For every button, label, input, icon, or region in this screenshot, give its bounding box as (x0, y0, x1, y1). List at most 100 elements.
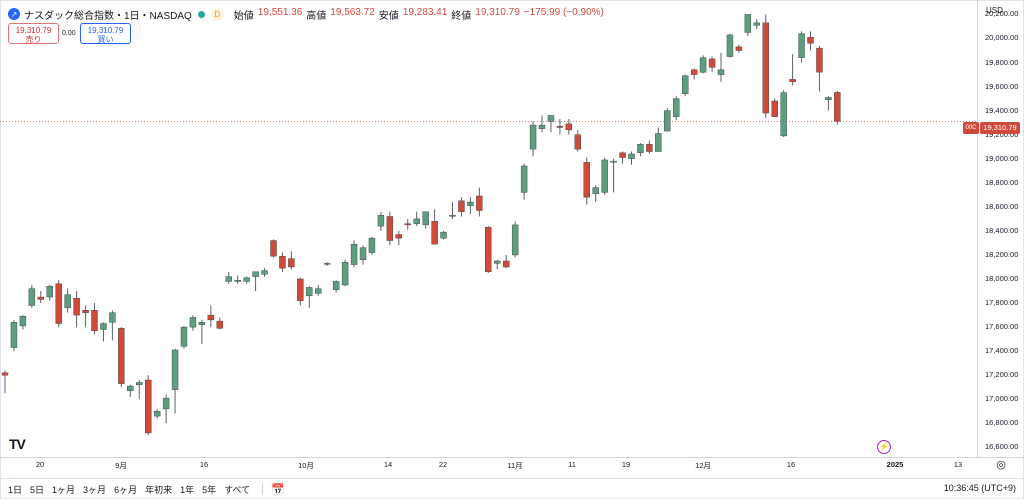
candle[interactable] (180, 325, 188, 349)
sell-button[interactable]: 19,310.79 売り (8, 23, 59, 44)
candle[interactable] (91, 303, 98, 335)
candle[interactable] (198, 319, 206, 344)
candle[interactable] (449, 202, 456, 219)
candle[interactable] (771, 98, 778, 117)
timeframe-button[interactable]: すべて (224, 484, 251, 495)
candle[interactable] (547, 115, 555, 133)
candle[interactable] (234, 275, 241, 284)
candle[interactable] (270, 239, 277, 258)
candle[interactable] (655, 127, 662, 152)
candle[interactable] (494, 259, 501, 270)
candle[interactable] (288, 251, 295, 270)
candle[interactable] (538, 115, 546, 133)
candle[interactable] (789, 54, 796, 86)
candle[interactable] (807, 31, 814, 51)
candle[interactable] (46, 285, 53, 301)
candle[interactable] (503, 254, 510, 269)
symbol-title[interactable]: ナスダック総合指数・1日・NASDAQ (24, 10, 192, 22)
candle[interactable] (252, 271, 259, 292)
candle[interactable] (708, 56, 716, 73)
candle[interactable] (467, 197, 474, 215)
candle[interactable] (37, 291, 44, 304)
candle[interactable] (816, 45, 823, 92)
candle[interactable] (699, 55, 707, 74)
calendar-range-icon[interactable]: 📅 (271, 483, 285, 496)
candle[interactable] (556, 119, 564, 135)
candle[interactable] (279, 252, 286, 272)
candle[interactable] (404, 218, 411, 230)
candle[interactable] (261, 268, 268, 277)
candle[interactable] (332, 280, 340, 293)
timeframe-button[interactable]: 3ヶ月 (83, 484, 107, 495)
candle[interactable] (476, 187, 483, 217)
candle[interactable] (511, 221, 519, 258)
candle[interactable] (136, 380, 143, 400)
lightning-icon[interactable]: ⚡ (877, 440, 891, 454)
candle[interactable] (646, 140, 653, 154)
candle[interactable] (529, 121, 537, 157)
candle[interactable] (431, 209, 438, 245)
timeframe-button[interactable]: 1年 (180, 484, 195, 495)
candle[interactable] (762, 14, 769, 118)
candle[interactable] (19, 315, 27, 330)
candle[interactable] (440, 230, 447, 240)
candle[interactable] (64, 288, 71, 313)
candle[interactable] (359, 245, 367, 265)
candle[interactable] (610, 158, 617, 193)
candle[interactable] (673, 96, 680, 121)
candle[interactable] (565, 119, 573, 135)
candle[interactable] (726, 33, 734, 58)
candle[interactable] (780, 90, 787, 138)
candle[interactable] (485, 226, 492, 273)
candle[interactable] (637, 143, 644, 157)
candle[interactable] (422, 211, 429, 229)
candle[interactable] (834, 90, 841, 125)
timeframe-button[interactable]: 年初来 (145, 484, 173, 495)
settings-icon[interactable]: ◎ (996, 459, 1006, 471)
data-badge[interactable]: D (210, 7, 224, 21)
candle[interactable] (592, 185, 599, 203)
candle[interactable] (583, 157, 590, 205)
candle[interactable] (28, 285, 36, 308)
candle[interactable] (127, 384, 134, 397)
candle[interactable] (243, 276, 250, 284)
candle[interactable] (162, 394, 170, 424)
timeframe-button[interactable]: 1日 (8, 484, 23, 495)
candle[interactable] (225, 271, 232, 284)
candle[interactable] (171, 348, 179, 414)
timeframe-button[interactable]: 5日 (30, 484, 45, 495)
candle[interactable] (520, 163, 528, 200)
candle[interactable] (386, 211, 394, 246)
candle[interactable] (601, 157, 608, 195)
candle[interactable] (216, 317, 224, 330)
candle[interactable] (82, 305, 89, 328)
timeframe-button[interactable]: 6ヶ月 (114, 484, 138, 495)
timeframe-button[interactable]: 1ヶ月 (52, 484, 76, 495)
candle[interactable] (413, 211, 420, 227)
candle[interactable] (153, 408, 161, 419)
candle[interactable] (619, 151, 626, 164)
currency-label[interactable]: USD (986, 6, 1003, 15)
tradingview-logo-icon[interactable]: TV (9, 436, 26, 452)
candle[interactable] (189, 315, 197, 331)
candle[interactable] (682, 74, 689, 97)
candlestick-chart[interactable] (0, 0, 977, 457)
candle[interactable] (10, 319, 18, 352)
candle[interactable] (735, 44, 743, 53)
candle[interactable] (297, 277, 304, 306)
buy-button[interactable]: 19,310.79 買い (80, 23, 131, 44)
candle[interactable] (458, 197, 465, 217)
candle[interactable] (664, 108, 671, 132)
candle[interactable] (341, 259, 349, 287)
candle[interactable] (306, 286, 313, 308)
candle[interactable] (144, 375, 152, 436)
candle[interactable] (73, 291, 80, 328)
symbol-logo-icon[interactable]: ↗ (8, 8, 20, 20)
candle[interactable] (324, 262, 331, 266)
candle[interactable] (109, 310, 116, 341)
timeframe-button[interactable]: 5年 (202, 484, 217, 495)
candle[interactable] (1, 370, 9, 394)
candle[interactable] (350, 240, 358, 267)
candle[interactable] (55, 280, 62, 328)
candle[interactable] (628, 151, 635, 165)
